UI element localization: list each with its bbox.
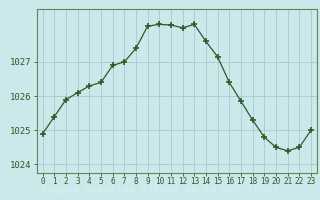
Text: Graphe pression niveau de la mer (hPa): Graphe pression niveau de la mer (hPa) bbox=[41, 185, 279, 195]
